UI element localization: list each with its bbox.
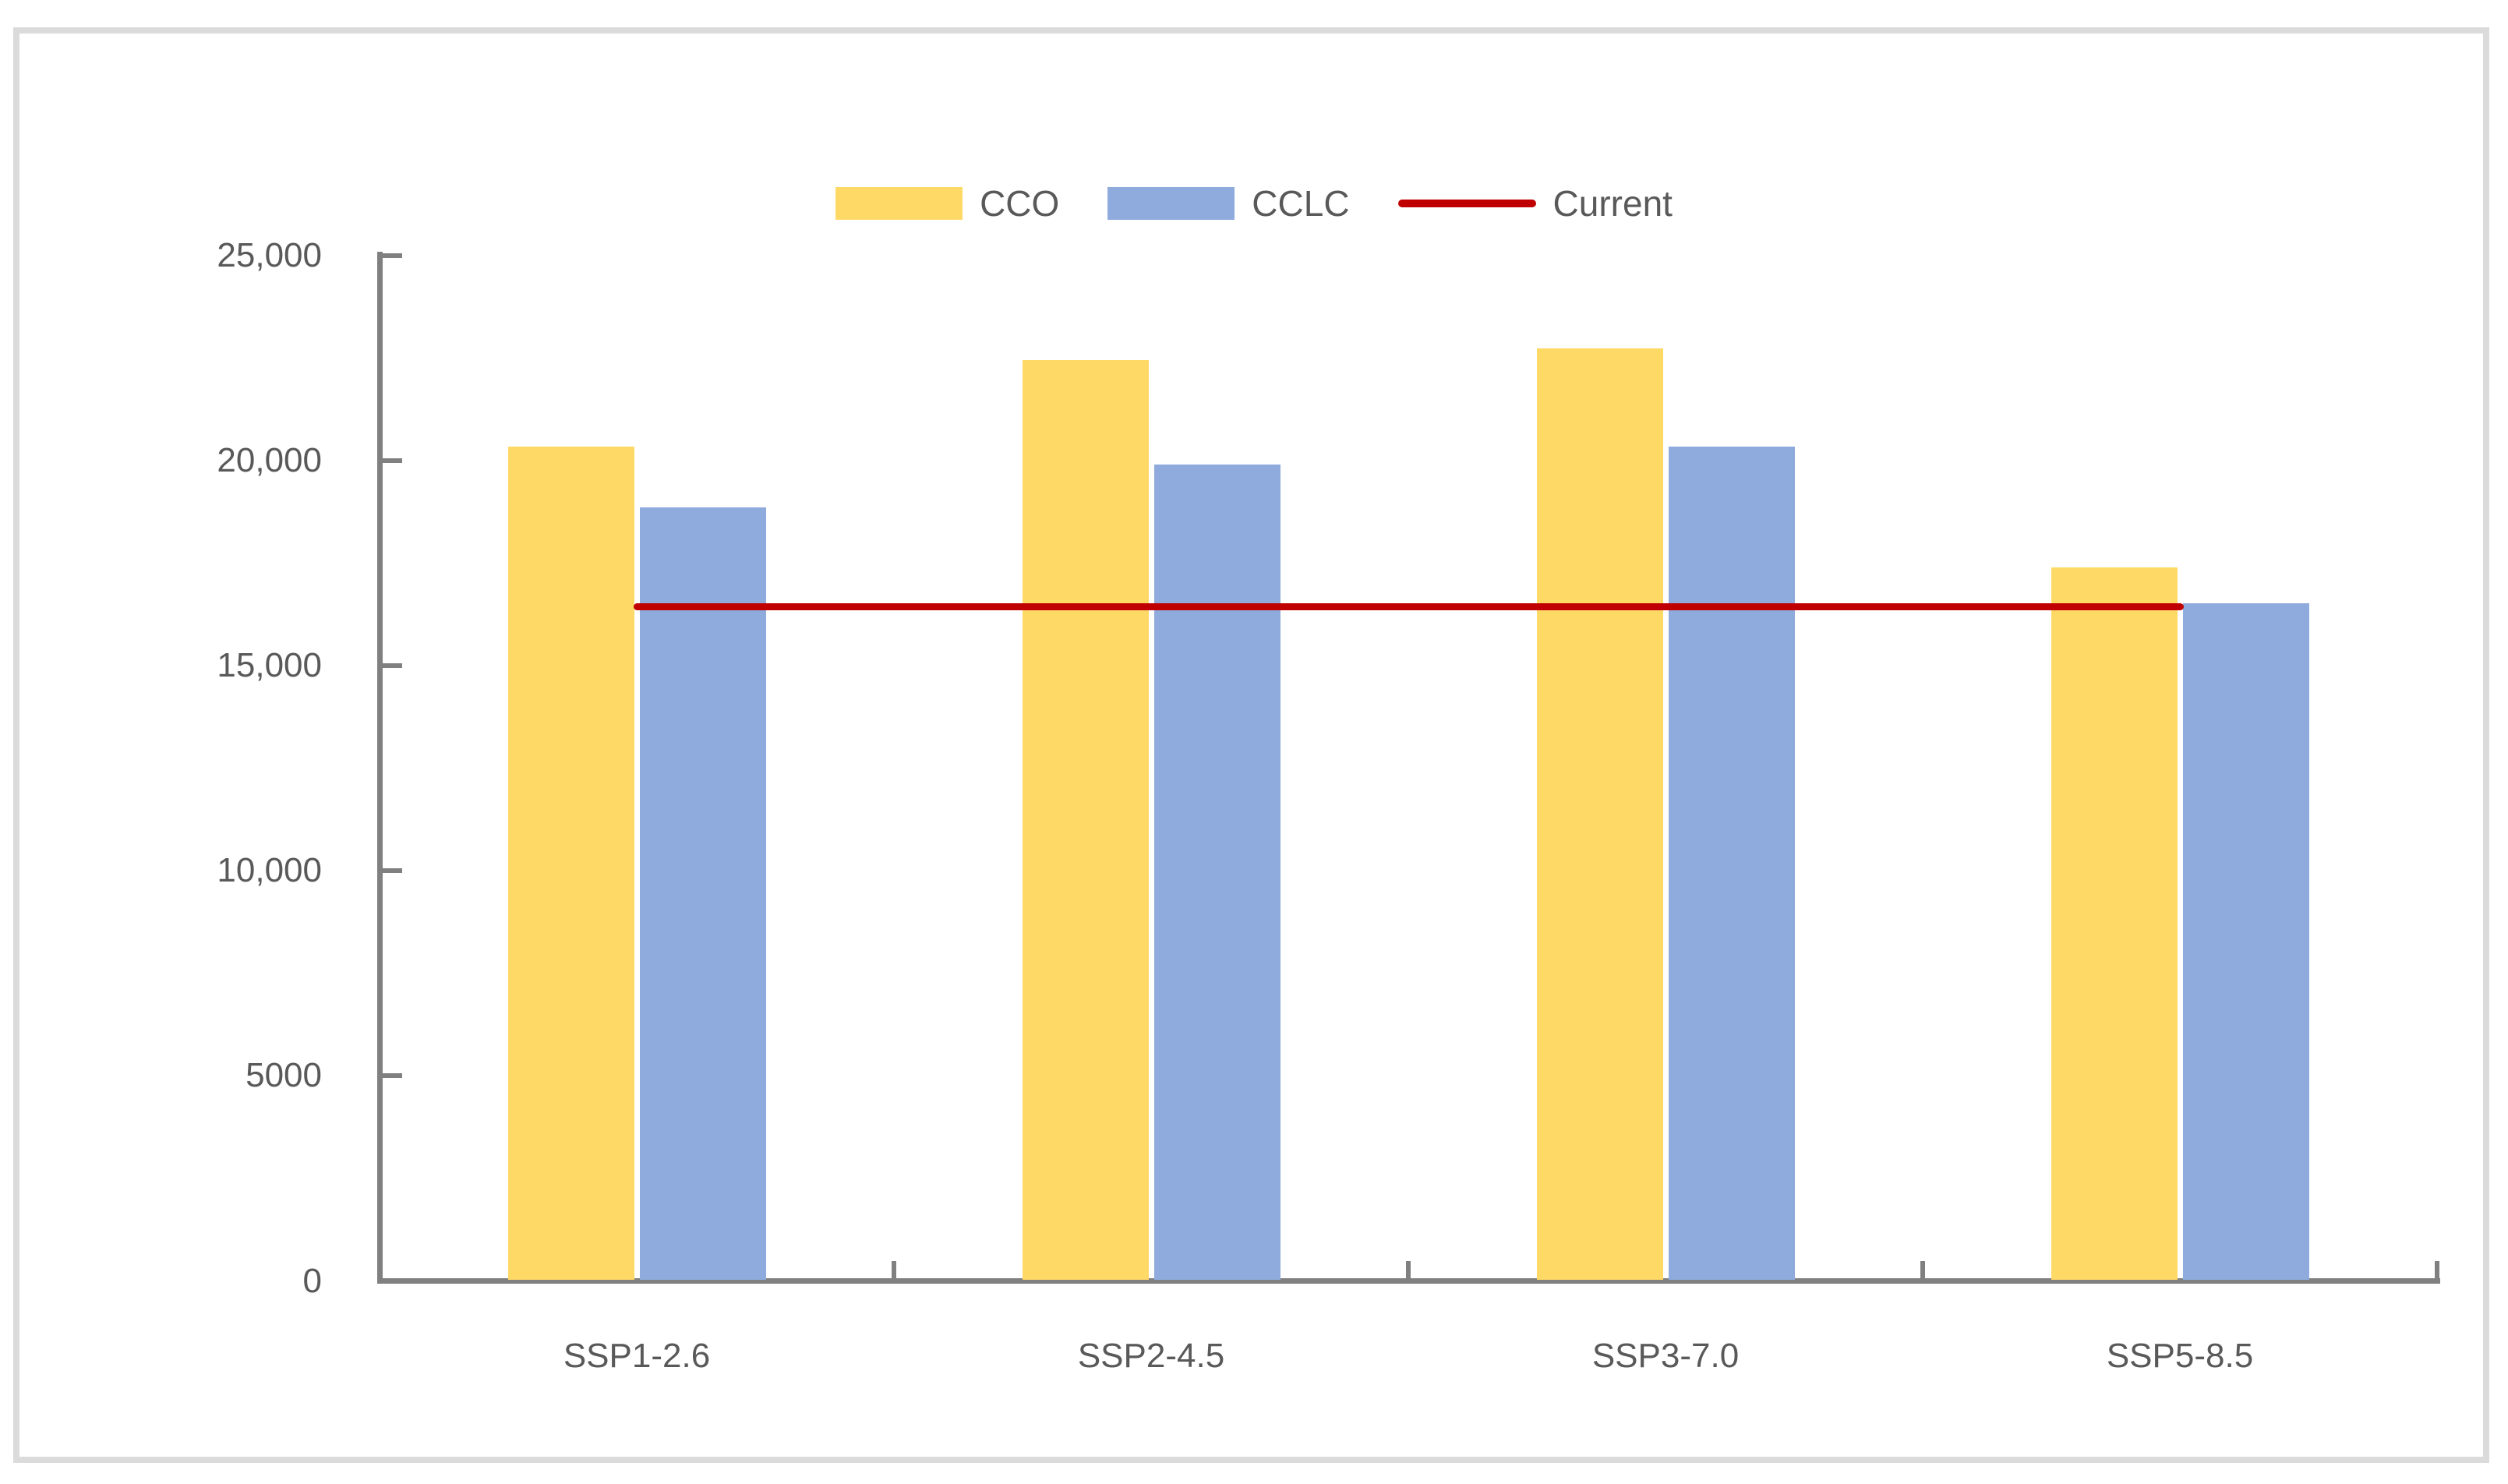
legend-item-cco: CCO (835, 186, 1059, 221)
legend-item-cclc: CCLC (1107, 183, 1350, 224)
legend: CCO CCLC Current (0, 186, 2508, 221)
x-tick-4 (2435, 1261, 2439, 1278)
legend-label-current: Current (1552, 183, 1673, 224)
current-line (634, 603, 2184, 610)
bar-cco-ssp3-7.0 (1537, 348, 1663, 1280)
bar-cco-ssp1-2.6 (508, 447, 634, 1280)
legend-swatch-cclc (1107, 187, 1235, 220)
x-tick-2 (1406, 1261, 1411, 1278)
legend-item-current: Current (1397, 183, 1673, 224)
chart-outer-border (13, 27, 2489, 1463)
x-axis-label-ssp5-8.5: SSP5-8.5 (2106, 1337, 2254, 1375)
y-axis-line (377, 252, 383, 1284)
legend-line-swatch-current (1397, 200, 1536, 207)
x-axis-label-ssp2-4.5: SSP2-4.5 (1077, 1337, 1225, 1375)
x-axis-line (377, 1278, 2440, 1284)
y-tick-label-25000: 25,000 (217, 236, 322, 274)
bar-cco-ssp2-4.5 (1023, 360, 1149, 1280)
bar-cclc-ssp1-2.6 (640, 507, 766, 1280)
bar-cclc-ssp5-8.5 (2183, 603, 2309, 1280)
y-tick-5000 (383, 1073, 402, 1078)
legend-swatch-cco (835, 187, 963, 220)
legend-label-cco: CCO (980, 183, 1060, 224)
y-tick-25000 (383, 253, 402, 258)
bar-cco-ssp5-8.5 (2051, 567, 2178, 1280)
bar-cclc-ssp3-7.0 (1669, 447, 1795, 1280)
y-tick-20000 (383, 458, 402, 463)
y-tick-label-10000: 10,000 (217, 851, 322, 889)
y-tick-10000 (383, 868, 402, 873)
y-tick-15000 (383, 663, 402, 668)
y-tick-label-15000: 15,000 (217, 646, 322, 684)
bar-cclc-ssp2-4.5 (1154, 465, 1280, 1280)
y-tick-label-20000: 20,000 (217, 441, 322, 479)
x-axis-label-ssp1-2.6: SSP1-2.6 (563, 1337, 711, 1375)
x-axis-label-ssp3-7.0: SSP3-7.0 (1591, 1337, 1740, 1375)
x-tick-3 (1920, 1261, 1925, 1278)
y-tick-label-0: 0 (302, 1262, 322, 1300)
y-tick-label-5000: 5000 (246, 1056, 322, 1094)
legend-label-cclc: CCLC (1252, 183, 1350, 224)
x-tick-1 (892, 1261, 896, 1278)
